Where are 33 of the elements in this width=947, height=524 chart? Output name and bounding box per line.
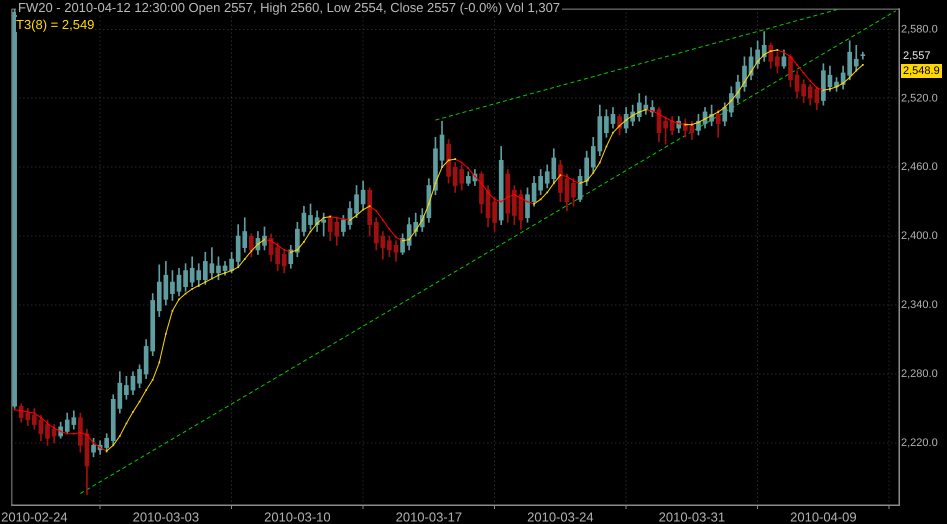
y-tick-label: 2,280.0 (901, 368, 938, 380)
y-tick-label: 2,220.0 (901, 436, 938, 449)
x-tick-label: 2010-03-24 (527, 509, 594, 524)
candlestick (558, 160, 563, 202)
candlestick (578, 169, 582, 202)
chart-title: FW20 - 2010-04-12 12:30:00 Open 2557, High 2560, Low 2554, Close 2557 (-0.0%) Vol 1,307 (16, 0, 562, 15)
y-tick-label: 2,460.0 (901, 161, 938, 174)
candlestick (426, 178, 432, 223)
x-tick-label: 2010-04-09 (790, 509, 857, 524)
candlestick (624, 107, 628, 134)
candlestick (295, 222, 300, 258)
candlestick (636, 93, 642, 122)
candlestick (406, 217, 412, 250)
candlestick (400, 233, 405, 255)
text: 2,548.9 (901, 64, 942, 78)
candlestick (446, 139, 451, 184)
x-tick-label: 2010-02-24 (1, 509, 68, 524)
candlestick (288, 244, 294, 269)
candlestick (256, 231, 260, 255)
candlestick (505, 169, 510, 223)
y-tick-label: 2,340.0 (901, 299, 938, 312)
candlestick (518, 190, 524, 230)
annotation: T3(8) = 2,549 (16, 17, 94, 32)
x-tick-label: 2010-03-31 (658, 509, 726, 524)
x-tick-label: 2010-03-17 (396, 509, 462, 524)
candlestick (367, 188, 372, 236)
x-tick-label: 2010-03-03 (132, 509, 200, 524)
x-tick-label: 2010-03-10 (264, 509, 331, 524)
y-tick-label: 2,400.0 (901, 230, 938, 242)
y-tick-label: 2,520.0 (901, 92, 938, 104)
y-tick-label: 2,580.0 (901, 23, 938, 36)
text: 2,557 (902, 48, 932, 63)
candlestick (268, 233, 274, 262)
